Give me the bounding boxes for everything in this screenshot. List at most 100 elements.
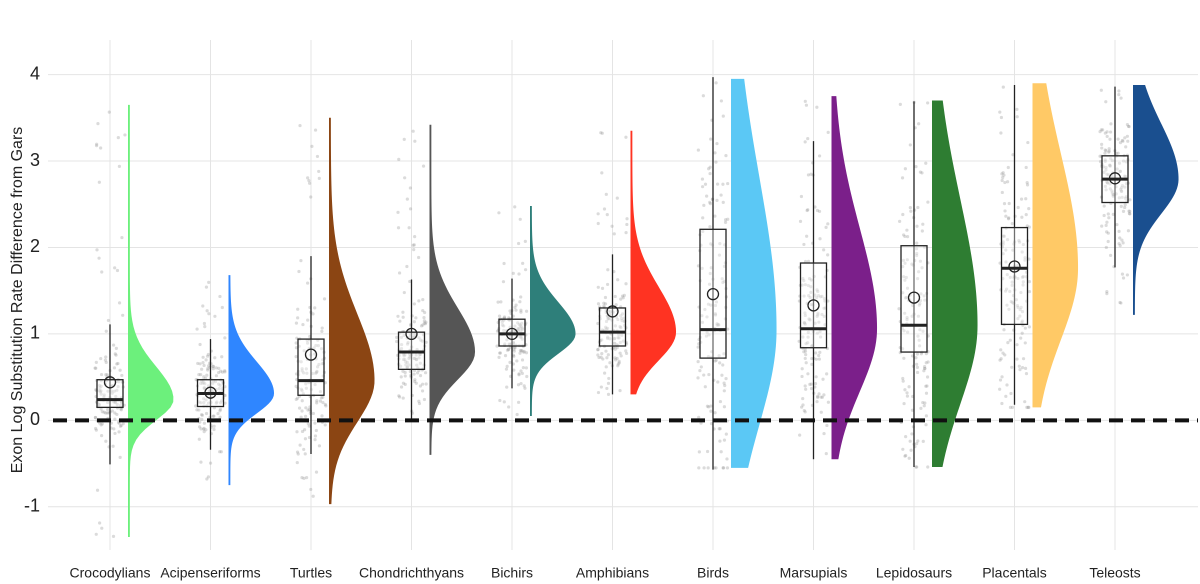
jitter-point: [513, 346, 517, 350]
jitter-point: [320, 362, 324, 366]
jitter-point: [522, 349, 526, 354]
jitter-point: [706, 466, 710, 470]
jitter-point: [202, 386, 206, 390]
jitter-point: [401, 315, 405, 319]
jitter-point: [95, 488, 100, 492]
jitter-point: [1111, 194, 1115, 198]
jitter-point: [713, 214, 717, 218]
jitter-point: [1115, 222, 1119, 227]
jitter-point: [314, 428, 318, 433]
jitter-point: [716, 323, 720, 327]
jitter-point: [1016, 205, 1020, 210]
jitter-point: [1109, 156, 1113, 161]
jitter-point: [513, 205, 517, 209]
jitter-point: [199, 413, 204, 417]
jitter-point: [421, 323, 425, 327]
jitter-point: [725, 466, 730, 470]
jitter-point: [617, 361, 621, 365]
jitter-point: [220, 355, 224, 359]
jitter-point: [714, 81, 718, 85]
jitter-point: [104, 360, 108, 365]
jitter-point: [1000, 190, 1004, 195]
jitter-point: [197, 372, 201, 377]
jitter-point: [206, 366, 210, 371]
jitter-point: [100, 526, 104, 530]
jitter-point: [497, 211, 501, 215]
jitter-point: [418, 374, 423, 378]
jitter-point: [816, 311, 820, 315]
jitter-point: [705, 315, 709, 319]
jitter-point: [1003, 180, 1007, 185]
jitter-point: [1027, 280, 1032, 284]
y-tick-label: 4: [30, 63, 40, 83]
jitter-point: [1021, 357, 1026, 361]
jitter-point: [1009, 300, 1013, 304]
jitter-point: [1015, 357, 1019, 361]
jitter-point: [415, 347, 419, 352]
jitter-point: [304, 386, 308, 390]
jitter-point: [219, 450, 223, 454]
jitter-point: [600, 338, 604, 342]
jitter-point: [817, 154, 822, 158]
jitter-point: [194, 404, 198, 408]
jitter-point: [516, 383, 521, 387]
jitter-point: [115, 362, 119, 366]
jitter-point: [520, 337, 524, 341]
x-tick-label: Lepidosaurs: [876, 565, 952, 581]
jitter-point: [523, 239, 527, 243]
jitter-point: [615, 346, 619, 350]
jitter-point: [1105, 181, 1110, 185]
jitter-point: [619, 325, 623, 330]
jitter-point: [495, 344, 499, 348]
jitter-point: [1120, 183, 1125, 188]
jitter-point: [613, 341, 617, 345]
jitter-point: [103, 358, 108, 362]
jitter-point: [999, 348, 1003, 352]
jitter-point: [1023, 256, 1027, 260]
jitter-point: [520, 349, 524, 353]
jitter-point: [118, 455, 122, 459]
jitter-point: [717, 323, 721, 327]
jitter-point: [302, 349, 306, 353]
jitter-point: [809, 290, 813, 294]
jitter-point: [93, 415, 98, 420]
jitter-point: [200, 417, 204, 421]
jitter-point: [802, 350, 806, 354]
jitter-point: [802, 408, 806, 413]
jitter-point: [300, 369, 304, 373]
jitter-point: [619, 316, 624, 321]
jitter-point: [816, 294, 821, 298]
jitter-point: [815, 208, 820, 213]
jitter-point: [99, 407, 103, 411]
points: [294, 123, 328, 498]
jitter-point: [718, 399, 723, 404]
jitter-point: [202, 380, 206, 385]
jitter-point: [998, 110, 1002, 114]
jitter-point: [105, 411, 109, 415]
jitter-point: [196, 361, 200, 366]
jitter-point: [606, 335, 610, 339]
jitter-point: [706, 302, 711, 306]
jitter-point: [1102, 170, 1106, 174]
jitter-point: [697, 450, 701, 454]
jitter-point: [424, 320, 428, 324]
jitter-point: [610, 224, 614, 228]
jitter-point: [421, 297, 425, 302]
jitter-point: [300, 476, 304, 480]
jitter-point: [724, 377, 728, 381]
jitter-point: [112, 427, 116, 431]
jitter-point: [401, 310, 405, 314]
jitter-point: [507, 405, 511, 409]
jitter-point: [826, 130, 830, 134]
jitter-point: [803, 140, 807, 144]
jitter-point: [1005, 273, 1009, 277]
jitter-point: [915, 224, 919, 228]
jitter-point: [519, 381, 523, 386]
jitter-point: [606, 317, 610, 321]
box: [799, 262, 828, 349]
jitter-point: [616, 362, 620, 366]
jitter-point: [697, 466, 701, 470]
jitter-point: [1107, 173, 1111, 177]
jitter-point: [317, 169, 321, 174]
